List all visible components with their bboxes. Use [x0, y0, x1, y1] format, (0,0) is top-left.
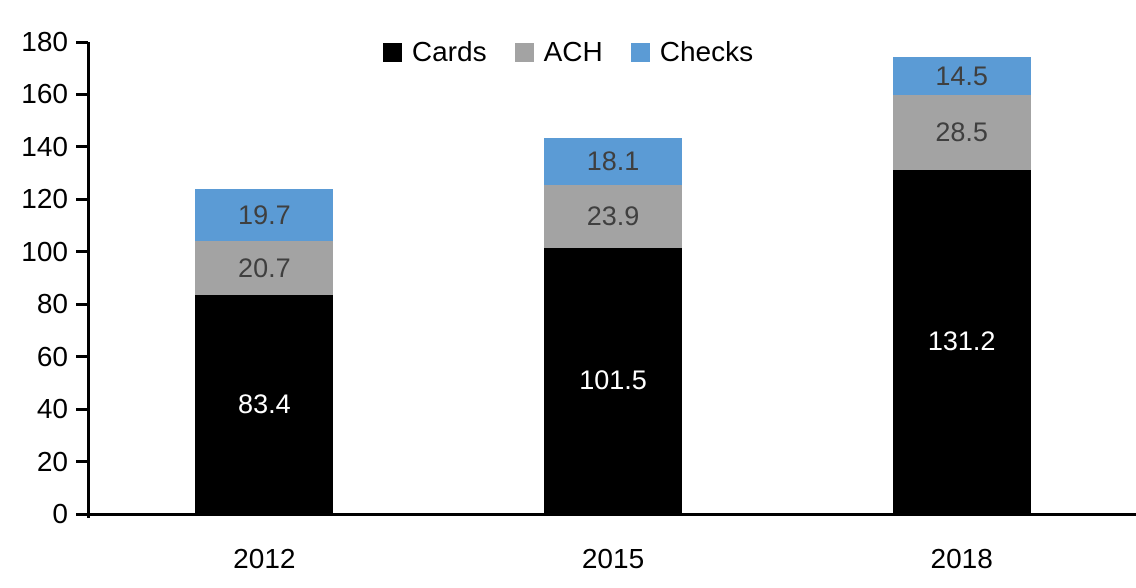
bar-value-label: 28.5 [935, 117, 988, 148]
y-axis-tick-label: 80 [36, 288, 68, 320]
legend-item-checks: Checks [630, 36, 754, 68]
y-axis-tick-mark [76, 302, 88, 306]
y-axis-tick-label: 140 [21, 130, 68, 162]
y-axis-tick-label: 0 [52, 498, 68, 529]
x-axis-category-label: 2018 [930, 543, 993, 574]
y-axis-tick-label: 100 [21, 235, 68, 267]
bar-value-label: 19.7 [238, 199, 291, 230]
bar-value-label: 20.7 [238, 252, 291, 283]
bar-segment-ach-2018: 28.5 [892, 95, 1031, 170]
legend-item-cards: Cards [382, 36, 487, 68]
bar-value-label: 23.9 [586, 201, 640, 231]
bar-segment-cards-2018: 131.2 [892, 169, 1031, 514]
y-axis-tick-mark [76, 355, 88, 359]
y-axis-line [87, 42, 90, 518]
y-axis-tick-mark [76, 197, 88, 201]
bar-value-label: 101.5 [579, 365, 647, 396]
bar-segment-cards-2015: 101.5 [544, 247, 682, 514]
bar-value-label: 131.2 [927, 326, 996, 357]
y-axis-tick-mark [76, 40, 88, 44]
bar-segment-ach-2012: 20.7 [195, 241, 334, 296]
legend-label: Cards [411, 36, 487, 67]
legend-swatch-icon [630, 42, 650, 62]
legend-swatch-icon [382, 42, 402, 62]
bar-segment-checks-2012: 19.7 [195, 189, 334, 242]
x-axis-category-label: 2015 [581, 543, 645, 574]
legend-swatch-icon [514, 42, 534, 62]
x-axis-category-label: 2012 [233, 543, 296, 574]
y-axis-tick-mark [76, 92, 88, 96]
bar-segment-cards-2012: 83.4 [195, 295, 334, 514]
y-axis-tick-mark [76, 250, 88, 254]
bar-value-label: 14.5 [935, 60, 988, 91]
y-axis-tick-mark [76, 407, 88, 411]
y-axis-tick-label: 60 [36, 340, 68, 372]
bar-value-label: 83.4 [238, 389, 291, 420]
bar-value-label: 18.1 [586, 145, 640, 176]
legend-label: ACH [543, 36, 603, 67]
y-axis-tick-label: 160 [21, 78, 68, 110]
x-axis-line [76, 513, 1136, 516]
bar-segment-ach-2015: 23.9 [544, 185, 682, 248]
legend-label: Checks [659, 36, 754, 67]
bar-segment-checks-2018: 14.5 [892, 57, 1031, 96]
y-axis-tick-label: 120 [21, 183, 68, 215]
y-axis-tick-mark [76, 145, 88, 149]
y-axis-tick-label: 180 [21, 26, 68, 57]
y-axis-tick-mark [76, 460, 88, 464]
legend-item-ach: ACH [514, 36, 603, 68]
y-axis-tick-label: 20 [36, 445, 68, 477]
bar-segment-checks-2015: 18.1 [544, 137, 682, 186]
y-axis-tick-label: 40 [36, 393, 68, 425]
legend: Cards ACH Checks [0, 36, 1136, 68]
